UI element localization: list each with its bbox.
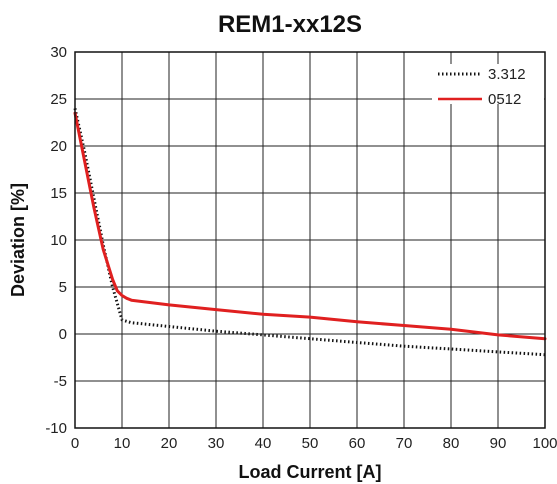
y-tick-label: 0 bbox=[59, 326, 67, 343]
y-tick-label: 30 bbox=[50, 44, 67, 61]
chart-title: REM1-xx12S bbox=[218, 11, 362, 38]
y-tick-label: 10 bbox=[50, 232, 67, 249]
grid bbox=[74, 51, 546, 429]
x-tick-label: 70 bbox=[396, 435, 413, 452]
legend-background bbox=[432, 64, 544, 104]
x-tick-label: 100 bbox=[532, 435, 557, 452]
x-tick-label: 80 bbox=[443, 435, 460, 452]
y-tick-label: 25 bbox=[50, 91, 67, 108]
y-tick-label: 15 bbox=[50, 185, 67, 202]
y-tick-label: -5 bbox=[54, 373, 67, 390]
legend-label-0512: 0512 bbox=[488, 91, 521, 108]
x-tick-label: 90 bbox=[490, 435, 507, 452]
y-tick-label: 5 bbox=[59, 279, 67, 296]
x-tick-label: 10 bbox=[114, 435, 131, 452]
legend: 3.312 0512 bbox=[432, 64, 544, 108]
x-tick-label: 60 bbox=[349, 435, 366, 452]
x-tick-label: 0 bbox=[71, 435, 79, 452]
x-tick-label: 40 bbox=[255, 435, 272, 452]
x-tick-label: 50 bbox=[302, 435, 319, 452]
plot-frame bbox=[74, 51, 546, 429]
series-layer bbox=[73, 108, 547, 357]
y-tick-label: 20 bbox=[50, 138, 67, 155]
x-tick-label: 30 bbox=[208, 435, 225, 452]
y-axis-label: Deviation [%] bbox=[8, 183, 28, 297]
y-tick-label: -10 bbox=[45, 420, 67, 437]
x-axis-label: Load Current [A] bbox=[239, 462, 382, 482]
x-tick-label: 20 bbox=[161, 435, 178, 452]
series-line-0512 bbox=[73, 111, 547, 341]
tick-labels: 0 10 20 30 40 50 60 70 80 90 100 -10 -5 0 5 10 15 20 25 30 bbox=[45, 44, 557, 452]
legend-label-3312: 3.312 bbox=[488, 66, 526, 83]
